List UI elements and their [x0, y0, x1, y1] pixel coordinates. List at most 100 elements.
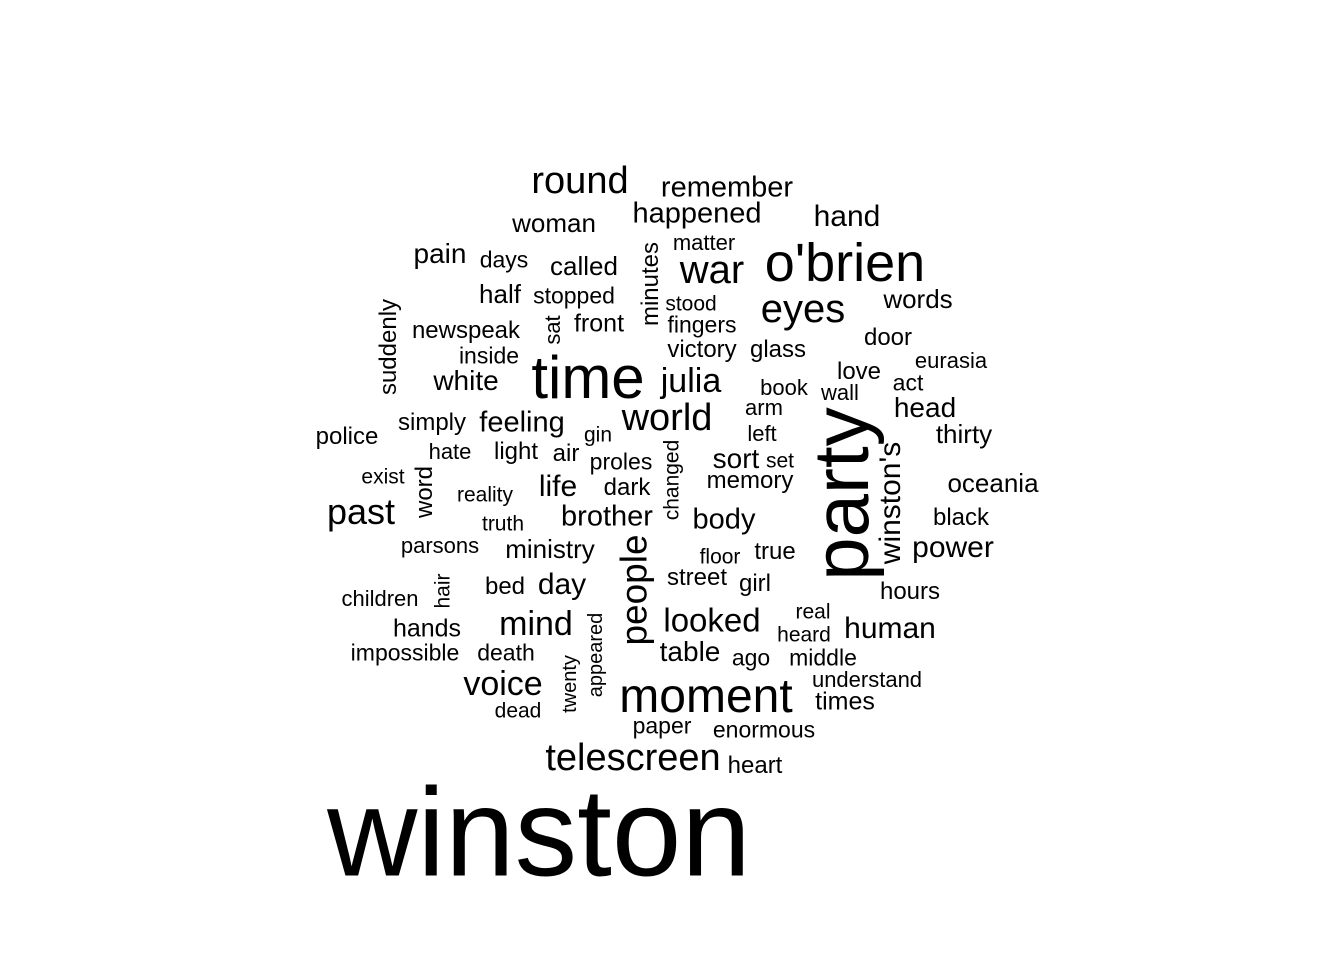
word-fingers: fingers: [667, 311, 737, 338]
word-word: word: [411, 465, 438, 519]
word-truth: truth: [481, 512, 525, 536]
word-power: power: [912, 531, 994, 564]
word-times: times: [815, 687, 875, 716]
word-brother: brother: [561, 500, 653, 533]
word-black: black: [932, 504, 990, 531]
word-head: head: [893, 392, 957, 423]
word-gin: gin: [583, 423, 613, 447]
word-victory: victory: [667, 336, 737, 363]
word-set: set: [765, 449, 795, 473]
word-past: past: [326, 491, 396, 532]
word-half: half: [479, 279, 521, 309]
word-white: white: [433, 365, 499, 396]
word-children: children: [341, 586, 419, 611]
word-book: book: [760, 375, 808, 400]
word-dead: dead: [494, 699, 542, 723]
word-girl: girl: [738, 570, 772, 597]
word-called: called: [550, 251, 618, 281]
word-minutes: minutes: [637, 241, 664, 327]
word-ago: ago: [731, 644, 771, 671]
word-eurasia: eurasia: [914, 348, 988, 373]
word-light: light: [493, 438, 539, 465]
word-mind: mind: [499, 605, 573, 643]
word-telescreen: telescreen: [545, 737, 721, 779]
word-dark: dark: [603, 474, 651, 501]
word-obrien: o'brien: [764, 233, 926, 293]
word-twenty: twenty: [559, 655, 581, 713]
word-hate: hate: [428, 439, 472, 464]
word-thirty: thirty: [935, 419, 993, 449]
word-floor: floor: [699, 545, 741, 569]
word-people: people: [613, 534, 655, 646]
word-act: act: [892, 369, 924, 396]
word-pain: pain: [413, 238, 467, 269]
word-day: day: [537, 568, 587, 601]
word-ministry: ministry: [505, 534, 595, 564]
word-oceania: oceania: [947, 468, 1039, 498]
word-time: time: [531, 344, 645, 411]
word-arm: arm: [745, 395, 783, 420]
word-hands: hands: [392, 614, 462, 643]
word-middle: middle: [789, 644, 857, 671]
word-parsons: parsons: [400, 533, 480, 558]
word-matter: matter: [672, 230, 736, 255]
word-changed: changed: [660, 439, 684, 521]
word-simply: simply: [397, 409, 467, 436]
word-moment: moment: [619, 670, 793, 723]
word-street: street: [666, 564, 728, 591]
word-reality: reality: [456, 483, 514, 507]
word-round: round: [531, 160, 629, 202]
word-newspeak: newspeak: [411, 317, 521, 344]
word-winston: winston: [327, 763, 751, 903]
word-happened: happened: [632, 197, 762, 230]
word-eyes: eyes: [760, 287, 846, 331]
word-real: real: [795, 600, 831, 624]
word-impossible: impossible: [350, 639, 460, 666]
word-enormous: enormous: [712, 716, 816, 743]
word-death: death: [477, 639, 535, 666]
word-body: body: [692, 503, 756, 536]
word-proles: proles: [589, 448, 653, 475]
word-suddenly: suddenly: [375, 298, 402, 396]
word-stopped: stopped: [533, 282, 615, 309]
word-glass: glass: [749, 336, 807, 363]
word-life: life: [538, 470, 578, 503]
word-hand: hand: [813, 200, 881, 233]
word-days: days: [479, 246, 529, 273]
word-hours: hours: [879, 578, 941, 605]
word-door: door: [863, 324, 913, 351]
word-table: table: [659, 636, 721, 667]
word-bed: bed: [484, 573, 526, 600]
word-party: party: [797, 407, 885, 581]
word-remember: remember: [660, 171, 794, 204]
word-inside: inside: [458, 342, 520, 369]
word-police: police: [315, 423, 379, 450]
word-heard: heard: [777, 623, 831, 647]
word-woman: woman: [512, 208, 596, 238]
word-looked: looked: [663, 601, 761, 639]
word-feeling: feeling: [479, 406, 565, 439]
word-julia: julia: [660, 362, 722, 400]
word-memory: memory: [706, 467, 794, 494]
word-world: world: [621, 397, 713, 439]
word-wall: wall: [821, 380, 859, 405]
word-human: human: [844, 612, 936, 645]
word-winstons: winston's: [874, 441, 907, 565]
word-true: true: [754, 538, 796, 565]
word-exist: exist: [361, 465, 405, 489]
word-appeared: appeared: [585, 612, 607, 698]
word-sort: sort: [712, 443, 760, 474]
word-understand: understand: [811, 667, 923, 692]
word-sat: sat: [540, 315, 565, 345]
word-hair: hair: [431, 573, 455, 609]
word-stood: stood: [665, 292, 717, 316]
word-left: left: [747, 421, 777, 446]
word-air: air: [552, 440, 580, 467]
word-words: words: [883, 284, 953, 314]
word-paper: paper: [632, 712, 692, 739]
word-front: front: [573, 309, 625, 338]
word-heart: heart: [727, 752, 783, 779]
word-war: war: [679, 248, 745, 292]
word-voice: voice: [463, 665, 543, 703]
